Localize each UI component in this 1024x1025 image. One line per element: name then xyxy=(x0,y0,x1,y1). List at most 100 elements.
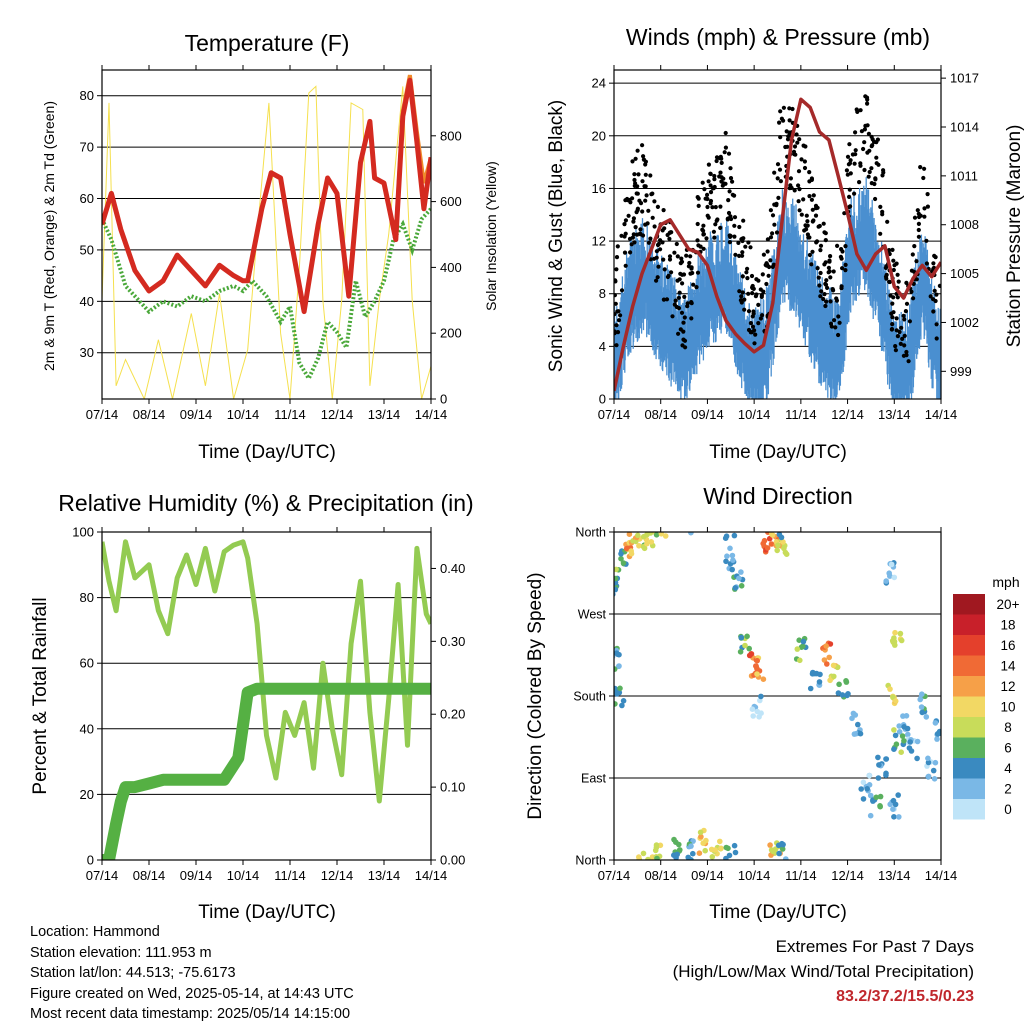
gust-point xyxy=(828,299,833,304)
gust-point xyxy=(788,176,794,181)
x-tick-label: 14/14 xyxy=(925,407,958,422)
gust-point xyxy=(726,151,732,156)
gust-point xyxy=(802,228,807,233)
gust-point xyxy=(660,240,665,245)
x-tick-label: 07/14 xyxy=(86,868,119,883)
gust-point xyxy=(880,173,885,178)
direction-point xyxy=(867,792,874,799)
gust-point xyxy=(758,287,763,292)
gust-point xyxy=(873,196,878,202)
gust-point xyxy=(785,144,790,149)
direction-point xyxy=(896,814,902,820)
direction-point xyxy=(932,720,939,726)
gust-point xyxy=(931,309,936,314)
gust-point xyxy=(640,209,645,214)
direction-point xyxy=(758,693,764,700)
gust-point xyxy=(847,142,852,147)
gust-point xyxy=(732,223,737,228)
gust-point xyxy=(895,334,901,339)
gust-point xyxy=(632,183,637,188)
gust-point xyxy=(704,236,709,241)
direction-point xyxy=(748,651,754,657)
gust-point xyxy=(850,152,856,157)
direction-point xyxy=(864,786,870,792)
gust-point xyxy=(836,314,841,319)
gust-point xyxy=(902,343,907,348)
gust-point xyxy=(818,248,823,253)
gust-point xyxy=(667,230,672,235)
gust-point xyxy=(705,204,710,210)
gust-point xyxy=(803,144,808,149)
gust-point xyxy=(813,213,819,218)
y-tick-label: 0 xyxy=(599,392,606,407)
gust-point xyxy=(891,267,896,273)
gust-point xyxy=(823,238,828,243)
direction-point xyxy=(891,746,897,752)
gust-point xyxy=(932,288,937,293)
gust-point xyxy=(874,155,879,160)
gust-point xyxy=(916,221,922,226)
x-tick-label: 10/14 xyxy=(227,407,260,422)
gust-point xyxy=(741,218,746,223)
gust-point xyxy=(777,120,782,125)
x-tick-label: 09/14 xyxy=(180,407,213,422)
colorbar-swatch xyxy=(953,696,985,717)
gust-point xyxy=(778,179,784,184)
gust-point xyxy=(646,240,652,245)
direction-point xyxy=(645,856,651,860)
direction-point xyxy=(877,793,884,800)
gust-point xyxy=(708,201,713,206)
gust-point xyxy=(889,327,895,332)
x-tick-label: 14/14 xyxy=(925,868,958,883)
direction-point xyxy=(702,847,708,854)
colorbar-label: 8 xyxy=(1004,720,1012,735)
gust-point xyxy=(742,307,747,312)
gust-point xyxy=(711,186,716,191)
y2-tick-label: 0.30 xyxy=(440,634,465,649)
gust-point xyxy=(628,200,633,205)
direction-point xyxy=(722,535,729,541)
gust-point xyxy=(719,160,724,165)
direction-point xyxy=(817,671,823,678)
gust-point xyxy=(723,130,728,136)
gust-point xyxy=(706,162,712,167)
x-tick-label: 10/14 xyxy=(227,868,260,883)
gust-point xyxy=(737,224,742,230)
gust-point xyxy=(815,205,820,210)
gust-point xyxy=(694,285,699,290)
direction-point xyxy=(919,709,925,716)
gust-point xyxy=(797,187,802,192)
direction-point xyxy=(688,857,694,860)
gust-point xyxy=(630,196,635,201)
gust-point xyxy=(865,97,870,102)
colorbar-swatch xyxy=(953,614,985,635)
gust-point xyxy=(698,244,703,249)
y-tick-label: 100 xyxy=(72,525,94,540)
gust-point xyxy=(638,201,644,206)
gust-point xyxy=(632,240,637,245)
direction-point xyxy=(756,714,762,720)
direction-point xyxy=(827,677,833,684)
gust-point xyxy=(869,166,874,171)
gust-point xyxy=(728,166,733,171)
x-tick-label: 09/14 xyxy=(691,407,724,422)
direction-point xyxy=(845,691,851,697)
direction-point xyxy=(827,641,834,647)
direction-point xyxy=(738,583,745,589)
direction-point xyxy=(896,729,903,735)
direction-point xyxy=(892,801,899,808)
gust-point xyxy=(655,204,661,209)
direction-point xyxy=(753,663,759,669)
gust-point xyxy=(900,336,905,341)
gust-point xyxy=(745,266,750,271)
gust-point xyxy=(714,158,719,164)
gust-point xyxy=(809,177,815,182)
direction-xlabel: Time (Day/UTC) xyxy=(709,902,847,923)
direction-point xyxy=(923,714,930,720)
gust-point xyxy=(708,171,713,176)
gust-point xyxy=(843,262,848,267)
gust-point xyxy=(691,282,696,287)
gust-point xyxy=(934,336,939,341)
y2-tick-label: 0.00 xyxy=(440,853,465,868)
